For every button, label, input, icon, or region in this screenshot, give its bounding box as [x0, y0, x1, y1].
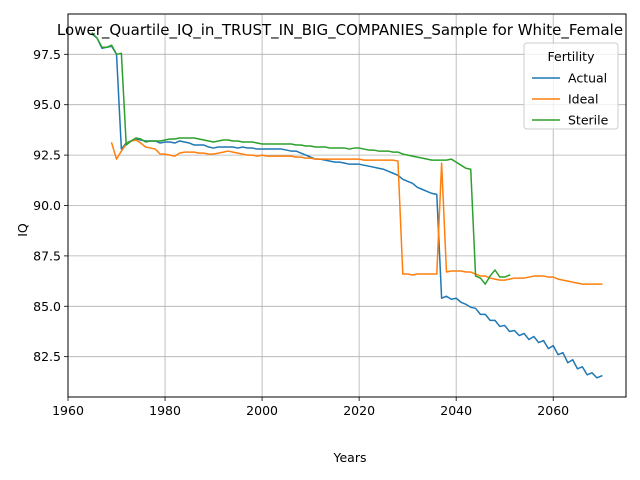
- x-tick-label: 2040: [440, 403, 472, 418]
- x-tick-label: 2020: [343, 403, 375, 418]
- legend-label-sterile: Sterile: [568, 113, 609, 128]
- y-tick-label: 87.5: [33, 248, 61, 263]
- y-tick-label: 97.5: [33, 47, 61, 62]
- legend-label-actual: Actual: [568, 71, 607, 86]
- y-tick-label: 82.5: [33, 349, 61, 364]
- x-axis-label: Years: [333, 450, 367, 465]
- series-line-actual: [91, 33, 603, 379]
- y-tick-label: 85.0: [33, 299, 61, 314]
- series-line-sterile: [91, 32, 511, 285]
- x-axis-ticks: 1960 1980 2000 2020 2040 2060: [52, 397, 569, 418]
- y-tick-label: 92.5: [33, 148, 61, 163]
- y-tick-label: 90.0: [33, 198, 61, 213]
- legend-title: Fertility: [548, 49, 596, 64]
- x-tick-label: 2000: [246, 403, 278, 418]
- y-axis-ticks: 82.5 85.0 87.5 90.0 92.5 95.0 97.5: [33, 47, 68, 364]
- legend-label-ideal: Ideal: [568, 92, 598, 107]
- y-axis-label: IQ: [15, 223, 30, 237]
- chart-title: Lower_Quartile_IQ_in_TRUST_IN_BIG_COMPAN…: [57, 21, 623, 40]
- x-tick-label: 1960: [52, 403, 84, 418]
- legend: Fertility Actual Ideal Sterile: [523, 42, 619, 130]
- x-tick-label: 1980: [149, 403, 181, 418]
- x-tick-label: 2060: [537, 403, 569, 418]
- legend-box: [523, 42, 619, 130]
- series-line-ideal: [110, 139, 603, 285]
- series-lines: [91, 32, 603, 379]
- legend-items: Actual Ideal Sterile: [532, 71, 609, 128]
- y-tick-label: 95.0: [33, 97, 61, 112]
